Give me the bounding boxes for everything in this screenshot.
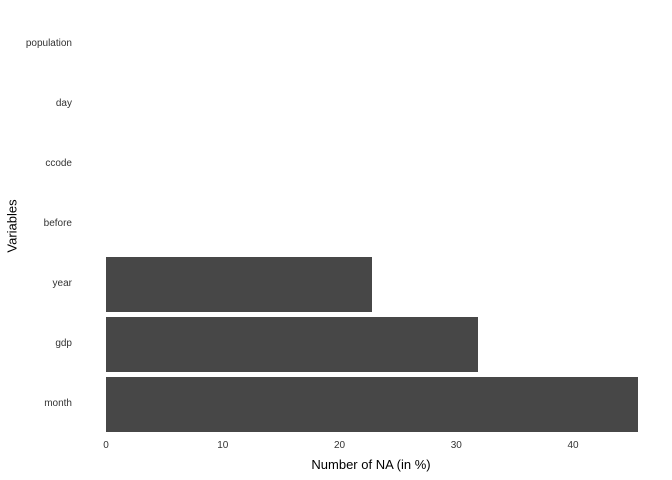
- x-axis-tick-label-40: 40: [567, 440, 579, 451]
- y-axis-category-population: population: [25, 38, 72, 49]
- y-axis-category-ccode: ccode: [45, 158, 72, 169]
- bar-gdp: [106, 316, 479, 372]
- y-axis-category-year: year: [52, 278, 72, 289]
- x-axis-tick-label-10: 10: [217, 440, 229, 451]
- y-axis-category-gdp: gdp: [55, 338, 72, 349]
- y-axis-category-month: month: [44, 398, 72, 409]
- x-axis-tick-label-30: 30: [450, 440, 462, 451]
- bar-year: [106, 256, 373, 312]
- y-axis-category-before: before: [43, 218, 72, 229]
- x-axis-tick-label-0: 0: [103, 440, 109, 451]
- y-axis-category-day: day: [55, 98, 72, 109]
- x-axis-title: Number of NA (in %): [311, 457, 431, 472]
- x-axis-tick-label-20: 20: [333, 440, 346, 451]
- bar-month: [106, 376, 639, 432]
